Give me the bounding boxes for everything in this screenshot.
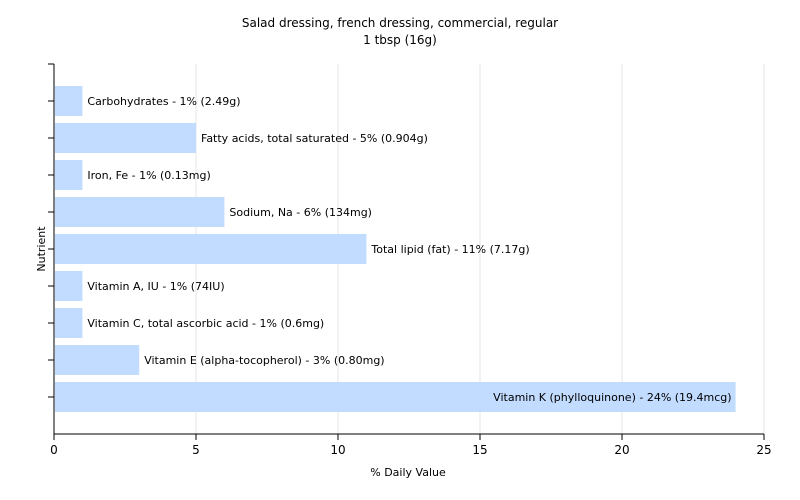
x-tick-label-3: 15 xyxy=(472,443,487,457)
x-tick-label-4: 20 xyxy=(614,443,629,457)
chart-subtitle: 1 tbsp (16g) xyxy=(363,33,437,47)
y-axis-title: Nutrient xyxy=(35,226,48,272)
x-tick-label-2: 10 xyxy=(330,443,345,457)
axes xyxy=(48,63,765,440)
bar-6 xyxy=(55,308,83,338)
x-tick-label-1: 5 xyxy=(192,443,200,457)
x-tick-label-5: 25 xyxy=(756,443,771,457)
bar-7 xyxy=(55,345,140,375)
x-axis-title: % Daily Value xyxy=(370,466,446,479)
bar-label-3: Sodium, Na - 6% (134mg) xyxy=(229,206,372,219)
bar-4 xyxy=(55,234,367,264)
x-tick-label-0: 0 xyxy=(50,443,58,457)
bar-label-7: Vitamin E (alpha-tocopherol) - 3% (0.80m… xyxy=(144,354,384,367)
bars xyxy=(55,86,736,412)
bar-3 xyxy=(55,197,225,227)
chart-title: Salad dressing, french dressing, commerc… xyxy=(242,16,558,30)
bar-labels: Carbohydrates - 1% (2.49g) Fatty acids, t… xyxy=(87,95,731,404)
bar-label-4: Total lipid (fat) - 11% (7.17g) xyxy=(370,243,529,256)
bar-1 xyxy=(55,123,196,153)
bar-8 xyxy=(55,382,736,412)
bar-label-1: Fatty acids, total saturated - 5% (0.904… xyxy=(201,132,428,145)
bar-label-5: Vitamin A, IU - 1% (74IU) xyxy=(87,280,224,293)
bar-0 xyxy=(55,86,83,116)
bar-label-6: Vitamin C, total ascorbic acid - 1% (0.6… xyxy=(87,317,324,330)
bar-label-0: Carbohydrates - 1% (2.49g) xyxy=(87,95,240,108)
bar-2 xyxy=(55,160,83,190)
tick-labels: 0 5 10 15 20 25 xyxy=(50,443,771,457)
bar-5 xyxy=(55,271,83,301)
bar-label-2: Iron, Fe - 1% (0.13mg) xyxy=(87,169,210,182)
bar-label-8: Vitamin K (phylloquinone) - 24% (19.4mcg… xyxy=(493,391,731,404)
